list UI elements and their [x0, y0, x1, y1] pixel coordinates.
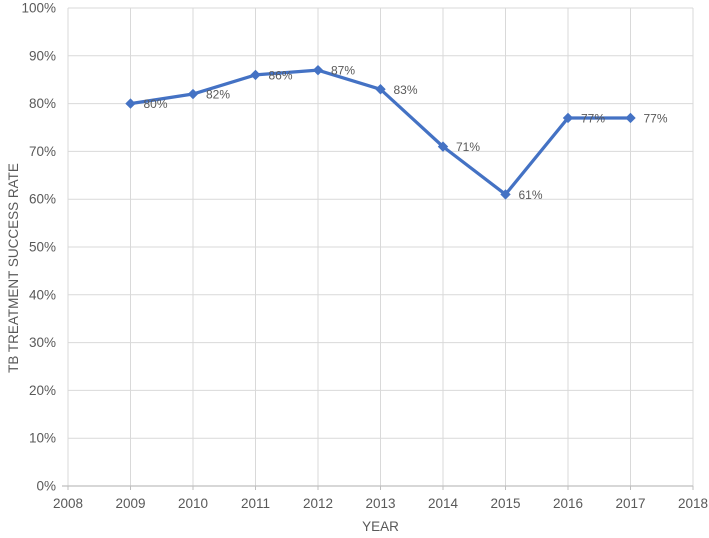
data-point-marker — [125, 98, 136, 109]
y-axis-title: TB TREATMENT SUCCESS RATE — [6, 163, 21, 373]
data-label: 71% — [456, 140, 480, 154]
x-tick-label: 2008 — [53, 496, 83, 511]
y-tick-label: 100% — [21, 1, 56, 16]
data-label: 77% — [644, 111, 668, 125]
data-point-marker — [625, 112, 636, 124]
y-tick-label: 20% — [29, 383, 56, 398]
data-label: 87% — [331, 64, 355, 78]
x-tick-label: 2014 — [428, 496, 459, 511]
data-point-marker — [187, 88, 199, 100]
y-tick-label: 80% — [29, 96, 56, 111]
data-point-marker — [375, 84, 386, 95]
data-label: 83% — [394, 83, 418, 97]
x-tick-label: 2011 — [241, 496, 270, 511]
data-label: 77% — [581, 111, 605, 125]
x-tick-label: 2009 — [115, 496, 145, 511]
x-tick-label: 2013 — [365, 496, 395, 511]
x-tick-label: 2010 — [178, 496, 208, 511]
data-point-marker — [500, 189, 511, 200]
data-label: 80% — [144, 97, 168, 111]
y-tick-label: 70% — [29, 144, 56, 159]
y-tick-label: 40% — [29, 287, 56, 302]
y-tick-label: 50% — [29, 240, 56, 255]
data-label: 82% — [206, 88, 230, 102]
data-point-marker — [562, 112, 574, 124]
x-tick-label: 2016 — [553, 496, 583, 511]
x-tick-label: 2015 — [490, 496, 520, 511]
data-label: 86% — [269, 68, 293, 82]
data-point-marker — [312, 64, 324, 76]
y-tick-label: 10% — [29, 431, 56, 446]
x-axis-title: YEAR — [362, 519, 399, 534]
y-tick-label: 30% — [29, 335, 56, 350]
x-tick-label: 2018 — [678, 496, 708, 511]
data-label: 61% — [519, 188, 543, 202]
y-tick-label: 90% — [29, 48, 56, 63]
y-tick-label: 0% — [36, 479, 56, 494]
x-tick-label: 2012 — [303, 496, 333, 511]
x-tick-label: 2017 — [615, 496, 645, 511]
data-point-marker — [437, 141, 449, 152]
y-tick-label: 60% — [29, 192, 56, 207]
data-point-marker — [250, 69, 261, 81]
